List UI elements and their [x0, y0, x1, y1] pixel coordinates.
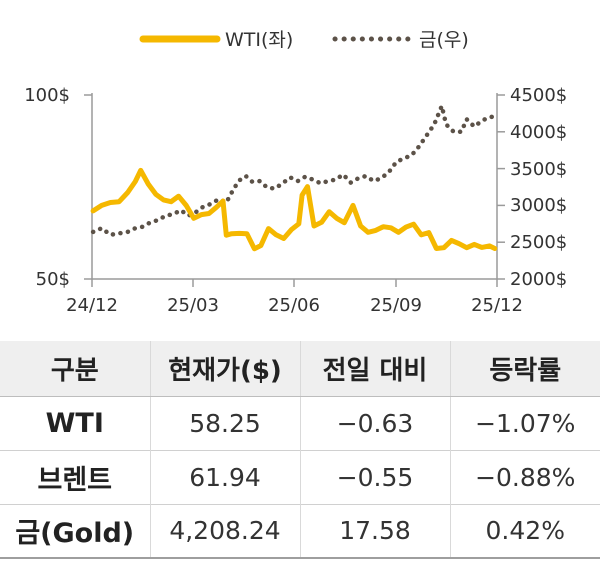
- price-table: 구분 현재가($) 전일 대비 등락률 WTI 58.25 −0.63 −1.0…: [0, 341, 600, 559]
- cell-change: −0.63: [299, 396, 450, 450]
- row-label-gold: 금(Gold): [15, 518, 135, 550]
- cell-price: 61.94: [149, 450, 300, 504]
- column-header-category: 구분: [0, 341, 150, 397]
- legend-label-wti: WTI(좌): [225, 29, 293, 51]
- row-label-brent: 브렌트: [37, 464, 113, 496]
- oil-gold-chart: WTI(좌) 금(우) 100$ 50$ 4500$ 4000$ 3500$ 3…: [24, 29, 567, 316]
- table-header-row: 구분 현재가($) 전일 대비 등락률: [0, 341, 600, 397]
- cell-change-rate: −1.07%: [449, 396, 600, 450]
- series-layer: [90, 103, 498, 252]
- x-tick-label-2412: 24/12: [66, 295, 118, 316]
- x-tick-label-2506: 25/06: [268, 295, 320, 316]
- cell-change: 17.58: [299, 504, 450, 558]
- legend: WTI(좌) 금(우): [139, 29, 469, 51]
- right-tick-label-3000: 3000$: [510, 195, 567, 216]
- row-label-wti: WTI: [45, 407, 104, 439]
- cell-change-rate: 0.42%: [449, 504, 600, 558]
- right-tick-label-2000: 2000$: [510, 269, 567, 290]
- left-tick-label-100: 100$: [24, 85, 70, 106]
- right-tick-label-3500: 3500$: [510, 159, 567, 180]
- table-row: WTI 58.25 −0.63 −1.07%: [0, 396, 600, 450]
- right-tick-label-4500: 4500$: [510, 85, 567, 106]
- column-header-change: 전일 대비: [299, 341, 450, 397]
- cell-change-rate: −0.88%: [449, 450, 600, 504]
- x-tick-label-2503: 25/03: [167, 295, 219, 316]
- x-tick-label-2509: 25/09: [370, 295, 422, 316]
- column-header-change-rate: 등락률: [449, 341, 600, 397]
- x-tick-label-2512: 25/12: [471, 295, 523, 316]
- cell-change: −0.55: [299, 450, 450, 504]
- left-tick-label-50: 50$: [36, 269, 70, 290]
- series-line-wti: [90, 167, 498, 252]
- cell-price: 58.25: [149, 396, 300, 450]
- table-row: 금(Gold) 4,208.24 17.58 0.42%: [0, 504, 600, 558]
- axes: [84, 93, 505, 287]
- right-tick-label-4000: 4000$: [510, 122, 567, 143]
- table-row: 브렌트 61.94 −0.55 −0.88%: [0, 450, 600, 504]
- series-line-gold: [90, 103, 498, 238]
- cell-price: 4,208.24: [149, 504, 300, 558]
- legend-label-gold: 금(우): [419, 29, 469, 51]
- axis-labels: 100$ 50$ 4500$ 4000$ 3500$ 3000$ 2500$ 2…: [24, 85, 567, 316]
- column-header-current-price: 현재가($): [149, 341, 300, 397]
- right-tick-label-2500: 2500$: [510, 232, 567, 253]
